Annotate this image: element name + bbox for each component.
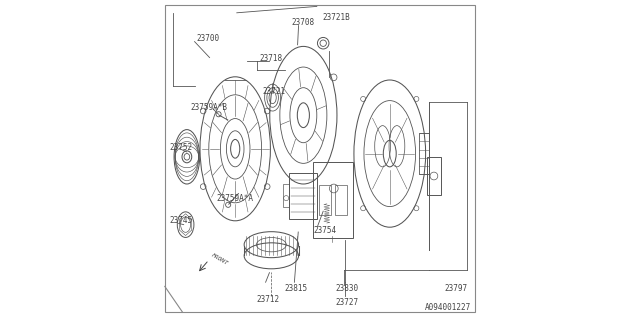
Text: 23712: 23712 — [256, 295, 279, 304]
Text: 23830: 23830 — [335, 284, 358, 293]
Text: 23752: 23752 — [170, 143, 193, 152]
Bar — [335, 185, 347, 215]
Text: 23700: 23700 — [197, 34, 220, 43]
Text: 23708: 23708 — [291, 18, 314, 27]
Bar — [283, 184, 289, 207]
Text: 23721B: 23721B — [323, 13, 350, 22]
Text: 23797: 23797 — [445, 284, 468, 293]
Text: 23718: 23718 — [259, 54, 282, 63]
Bar — [313, 162, 353, 238]
Text: 23721: 23721 — [262, 87, 285, 96]
Text: 23754: 23754 — [313, 226, 336, 235]
Text: A094001227: A094001227 — [425, 303, 471, 312]
Text: 23727: 23727 — [335, 298, 358, 307]
Bar — [427, 157, 441, 195]
Text: 23745: 23745 — [170, 216, 193, 225]
Bar — [419, 133, 429, 174]
Text: FRONT: FRONT — [210, 252, 228, 266]
Text: 23759A*B: 23759A*B — [191, 103, 227, 112]
Text: 23759A*A: 23759A*A — [216, 194, 253, 203]
Bar — [319, 185, 331, 215]
Text: 23815: 23815 — [285, 284, 308, 293]
Bar — [289, 173, 317, 219]
